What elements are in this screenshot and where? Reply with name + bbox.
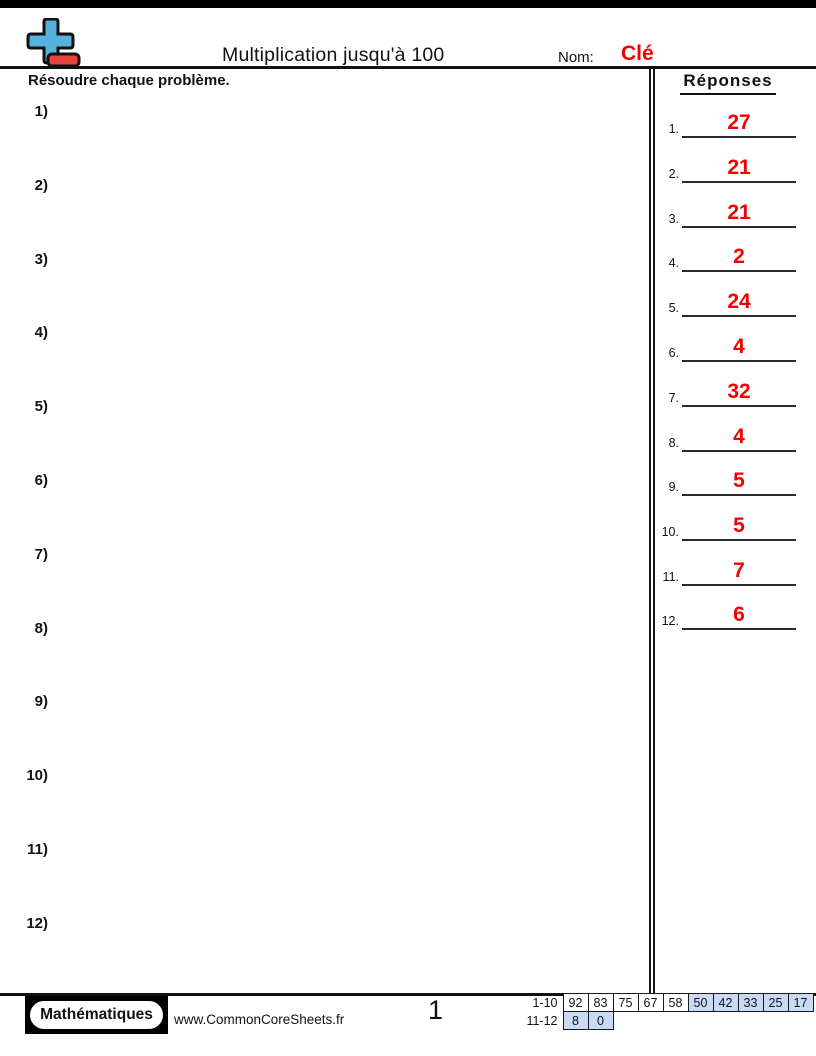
answer-blank-line xyxy=(682,405,796,407)
header-divider-line xyxy=(0,66,816,69)
answer-number: 12. xyxy=(661,614,679,628)
answer-row-11: 11. 7 xyxy=(655,552,798,586)
answer-number: 6. xyxy=(668,346,679,360)
score-cell: 25 xyxy=(762,993,789,1012)
problem-label-12: 12) xyxy=(26,915,48,932)
score-cell: 67 xyxy=(637,993,664,1012)
answer-number: 7. xyxy=(668,391,679,405)
answer-row-4: 4. 2 xyxy=(655,238,798,272)
problem-label-11: 11) xyxy=(27,841,48,858)
answer-number: 5. xyxy=(668,301,679,315)
answer-value: 21 xyxy=(727,156,751,179)
footer-divider-line xyxy=(0,993,816,996)
score-cell: 42 xyxy=(712,993,739,1012)
answer-blank-line xyxy=(682,494,796,496)
answer-number: 9. xyxy=(668,480,679,494)
answer-number: 3. xyxy=(668,212,679,226)
answer-value: 4 xyxy=(733,425,745,448)
answer-blank-line xyxy=(682,226,796,228)
answer-value: 2 xyxy=(733,245,745,268)
top-border-bar xyxy=(0,0,816,8)
score-table: 1-10 92 83 75 67 58 50 42 33 25 17 11-12… xyxy=(516,993,814,1030)
score-cell: 92 xyxy=(562,993,589,1012)
score-cell: 33 xyxy=(737,993,764,1012)
score-cell: 8 xyxy=(562,1011,589,1030)
answer-blank-line xyxy=(682,628,796,630)
answer-row-8: 8. 4 xyxy=(655,418,798,452)
problem-label-1: 1) xyxy=(34,103,48,120)
answer-blank-line xyxy=(682,136,796,138)
problem-label-10: 10) xyxy=(26,767,48,784)
score-row-1: 1-10 92 83 75 67 58 50 42 33 25 17 xyxy=(516,993,814,1012)
score-row-2: 11-12 8 0 xyxy=(516,1011,813,1030)
answer-value: 21 xyxy=(727,201,751,224)
answer-row-7: 7. 32 xyxy=(655,373,798,407)
answer-value: 5 xyxy=(733,514,745,537)
answer-blank-line xyxy=(682,450,796,452)
problem-label-2: 2) xyxy=(34,177,48,194)
score-row-label: 1-10 xyxy=(532,995,558,1010)
score-row-label: 11-12 xyxy=(526,1013,558,1028)
name-label: Nom: xyxy=(558,49,594,66)
score-cell: 0 xyxy=(587,1011,614,1030)
plus-icon xyxy=(26,17,81,68)
instructions-text: Résoudre chaque problème. xyxy=(28,72,230,89)
answer-row-10: 10. 5 xyxy=(655,507,798,541)
answer-value: 27 xyxy=(727,111,751,134)
answer-blank-line xyxy=(682,181,796,183)
answers-heading-wrap: Réponses xyxy=(655,71,801,95)
answer-blank-line xyxy=(682,360,796,362)
answer-row-3: 3. 21 xyxy=(655,194,798,228)
plus-logo-icon xyxy=(26,17,82,68)
answer-number: 8. xyxy=(668,436,679,450)
answer-row-9: 9. 5 xyxy=(655,462,798,496)
problem-label-8: 8) xyxy=(34,620,48,637)
brand-badge: Mathématiques xyxy=(25,996,168,1034)
answer-value: 5 xyxy=(733,469,745,492)
answer-number: 1. xyxy=(668,122,679,136)
answer-blank-line xyxy=(682,315,796,317)
answer-row-1: 1. 27 xyxy=(655,104,798,138)
answer-value: 24 xyxy=(727,290,751,313)
brand-label: Mathématiques xyxy=(28,999,165,1031)
answer-value: 4 xyxy=(733,335,745,358)
answer-value: 32 xyxy=(727,380,751,403)
answer-blank-line xyxy=(682,584,796,586)
score-cell: 17 xyxy=(787,993,814,1012)
answer-row-5: 5. 24 xyxy=(655,283,798,317)
problem-label-4: 4) xyxy=(34,324,48,341)
answer-number: 11. xyxy=(662,570,679,584)
answers-heading: Réponses xyxy=(680,71,776,95)
website-url: www.CommonCoreSheets.fr xyxy=(174,1012,345,1027)
problem-label-6: 6) xyxy=(34,472,48,489)
answer-value: 7 xyxy=(733,559,745,582)
score-cell: 83 xyxy=(587,993,614,1012)
answer-number: 2. xyxy=(668,167,679,181)
answer-row-12: 12. 6 xyxy=(655,596,798,630)
page-title: Multiplication jusqu'à 100 xyxy=(222,44,445,66)
answer-blank-line xyxy=(682,539,796,541)
name-value-key: Clé xyxy=(621,42,654,65)
problem-label-7: 7) xyxy=(34,546,48,563)
score-cell: 75 xyxy=(612,993,639,1012)
score-cell: 58 xyxy=(662,993,689,1012)
answer-row-2: 2. 21 xyxy=(655,149,798,183)
answer-value: 6 xyxy=(733,603,745,626)
answer-row-6: 6. 4 xyxy=(655,328,798,362)
answer-number: 4. xyxy=(668,256,679,270)
answer-number: 10. xyxy=(661,525,679,539)
answers-column-divider xyxy=(649,69,655,994)
problem-label-5: 5) xyxy=(34,398,48,415)
problem-label-3: 3) xyxy=(34,251,48,268)
answer-blank-line xyxy=(682,270,796,272)
page-number: 1 xyxy=(428,995,444,1025)
score-cell: 50 xyxy=(687,993,714,1012)
problem-label-9: 9) xyxy=(34,693,48,710)
